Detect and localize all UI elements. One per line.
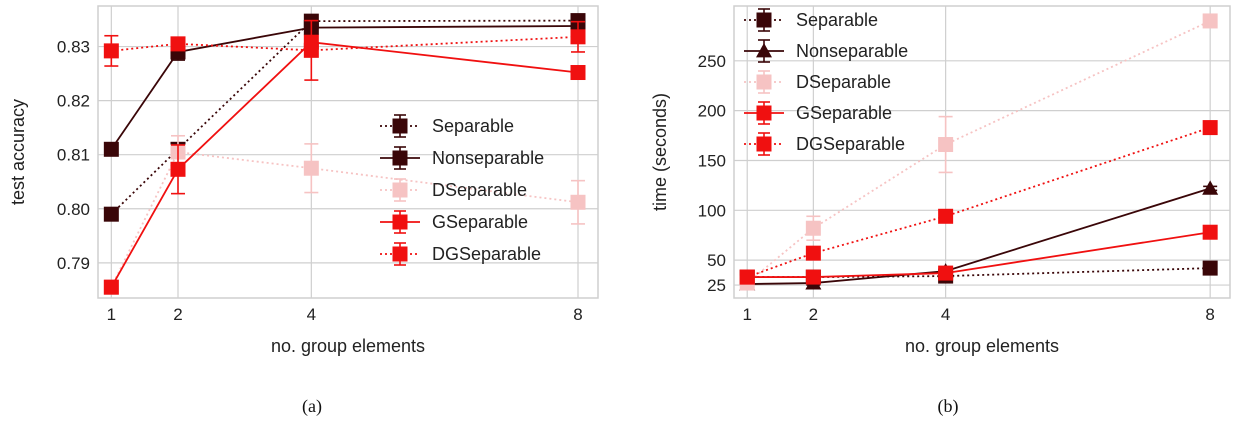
legend-item-nonseparable: Nonseparable [744,39,908,63]
legend-label: Separable [432,116,514,136]
y-tick-label: 0.79 [57,254,90,273]
legend-item-separable: Separable [744,8,878,32]
data-point-separable [1202,260,1218,276]
series-line-dgseparable [746,126,1211,278]
y-tick-label: 50 [707,251,726,270]
legend-item-separable: Separable [380,114,514,138]
data-point-dgseparable [1202,120,1218,136]
legend-item-nonseparable: Nonseparable [380,146,544,170]
data-point-gseparable [938,265,954,281]
chart-panel-a: 1 2 4 8 0.79 0.80 0.81 0.82 0.83 no. group elemen… [8,5,599,417]
y-tick-label: 0.80 [57,200,90,219]
data-point-dseparable [570,194,586,210]
data-point-dseparable [938,137,954,153]
data-point-dgseparable [570,29,586,45]
series-dgseparable [103,19,586,81]
x-tick-label: 1 [742,305,751,324]
data-point-gseparable [103,279,119,295]
series-line-gseparable [110,41,579,288]
y-tick-label: 0.81 [57,146,90,165]
legend: Separable Nonseparable DSeparable GSeparabl… [380,114,544,266]
series-dseparable [739,13,1218,291]
legend-item-dgseparable: DGSeparable [744,132,905,156]
series-line-separable [747,267,1211,278]
panel-caption: (b) [938,396,959,417]
legend-item-gseparable: GSeparable [380,210,528,234]
y-tick-label: 150 [698,151,726,170]
data-point-gseparable [1202,224,1218,240]
legend-marker [756,105,772,121]
x-tick-label: 2 [173,305,182,324]
data-point-dseparable [303,160,319,176]
y-tick-label: 100 [698,201,726,220]
legend-label: Separable [796,10,878,30]
y-tick-label: 0.82 [57,92,90,111]
y-tick-label: 200 [698,102,726,121]
data-point-dseparable [805,220,821,236]
series-line-nonseparable [110,25,579,150]
data-point-dgseparable [938,208,954,224]
legend-label: Nonseparable [432,148,544,168]
data-point-dgseparable [739,269,755,285]
legend-marker [392,246,408,262]
legend-label: DGSeparable [796,134,905,154]
chart-panel-b: 1 2 4 8 25 50 100 150 200 250 no. group elements ti… [650,5,1231,417]
data-point-dgseparable [303,42,319,58]
legend-label: GSeparable [432,212,528,232]
y-axis-label: test accuracy [8,99,28,205]
legend-item-dgseparable: DGSeparable [380,242,541,266]
legend-label: DSeparable [796,72,891,92]
series-line-gseparable [747,231,1211,278]
legend-marker [756,43,772,58]
x-tick-label: 4 [307,305,316,324]
panel-caption: (a) [302,396,322,417]
data-point-dgseparable [805,245,821,261]
legend-item-dseparable: DSeparable [744,70,891,94]
data-point-nonseparable [103,141,119,157]
data-point-gseparable [170,161,186,177]
x-tick-label: 1 [107,305,116,324]
legend-marker [392,150,408,166]
data-point-gseparable [805,269,821,285]
legend-label: DGSeparable [432,244,541,264]
legend-marker [392,182,408,198]
x-tick-label: 2 [809,305,818,324]
data-point-nonseparable [1202,180,1219,195]
legend-marker [756,136,772,152]
y-axis-label: time (seconds) [650,93,670,211]
data-point-dgseparable [103,43,119,59]
y-tick-label: 25 [707,276,726,295]
data-point-dseparable [1202,13,1218,29]
series-line-nonseparable [747,187,1211,285]
series-line-separable [110,19,579,215]
data-point-gseparable [570,65,586,81]
y-tick-label: 0.83 [57,38,90,57]
x-tick-label: 8 [573,305,582,324]
legend-marker [392,214,408,230]
data-point-dgseparable [170,36,186,52]
plot-frame [733,5,1231,299]
x-tick-label: 8 [1205,305,1214,324]
legend-label: DSeparable [432,180,527,200]
series-line-dseparable [110,151,579,288]
legend-item-dseparable: DSeparable [380,178,527,202]
plot-frame [97,5,599,299]
legend-label: Nonseparable [796,41,908,61]
x-axis-label: no. group elements [905,336,1059,356]
legend-marker [756,74,772,90]
legend-marker [392,118,408,134]
legend: Separable Nonseparable DSeparable GSeparabl… [744,8,908,156]
legend-label: GSeparable [796,103,892,123]
y-tick-label: 250 [698,52,726,71]
series-dgseparable [739,120,1218,285]
x-axis-label: no. group elements [271,336,425,356]
legend-item-gseparable: GSeparable [744,101,892,125]
data-point-separable [103,206,119,222]
legend-marker [756,12,772,28]
x-tick-label: 4 [941,305,950,324]
